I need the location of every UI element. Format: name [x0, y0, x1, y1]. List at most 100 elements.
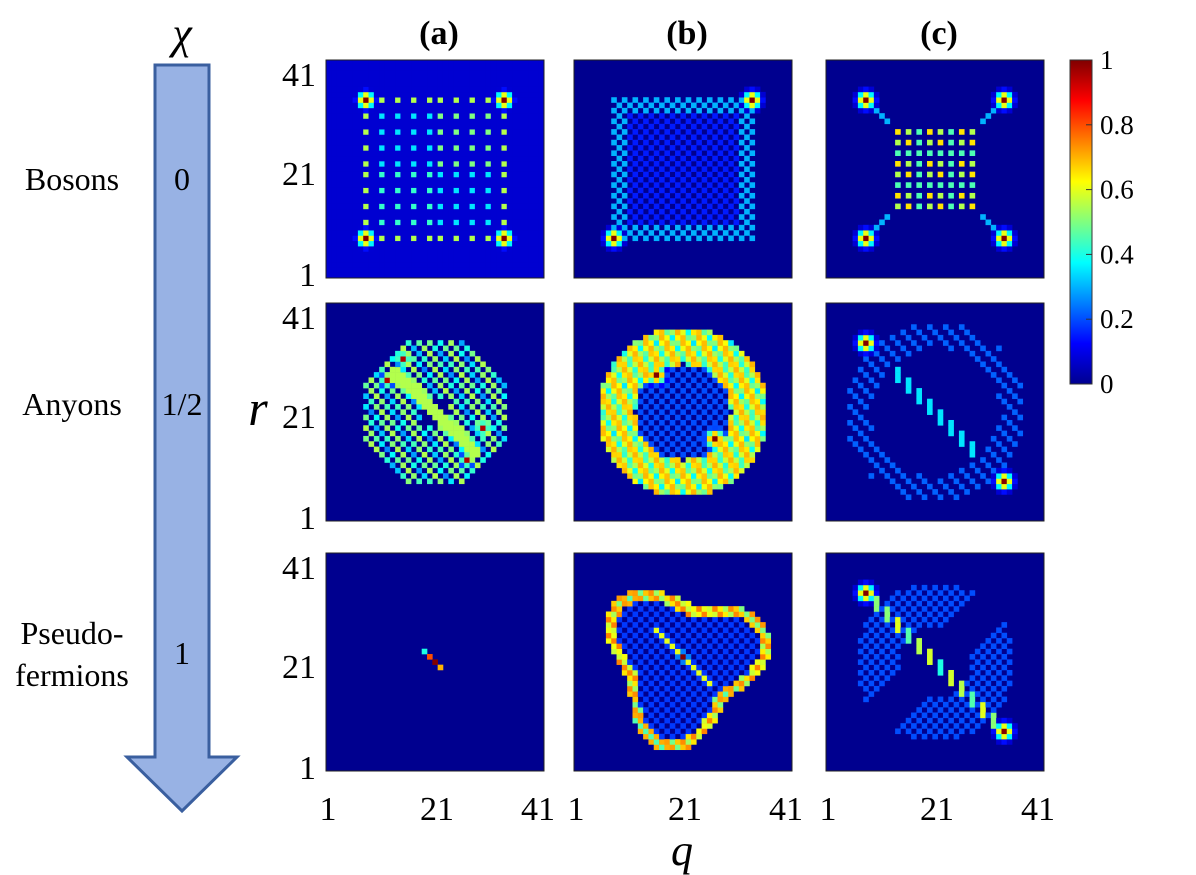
heatmap-cell [937, 171, 944, 178]
heatmap-cell [357, 192, 364, 199]
heatmap-cell [701, 102, 708, 109]
heatmap-cell [347, 134, 353, 141]
heatmap-cell [996, 361, 1002, 368]
heatmap-cell [1001, 86, 1008, 93]
heatmap-cell [480, 171, 486, 178]
heatmap-cell [621, 393, 628, 400]
heatmap-cell [538, 187, 545, 194]
heatmap-cell [868, 590, 875, 596]
heatmap-cell [384, 107, 391, 114]
heatmap-cell [373, 235, 380, 242]
heatmap-cell [990, 728, 997, 735]
heatmap-cell [469, 97, 476, 103]
heatmap-cell [685, 632, 692, 639]
heatmap-cell [533, 198, 539, 204]
heatmap-cell [701, 701, 708, 708]
heatmap-cell [733, 404, 740, 410]
heatmap-cell [744, 134, 750, 141]
heatmap-cell [357, 182, 364, 188]
heatmap-cell [373, 60, 380, 66]
heatmap-cell [653, 361, 660, 368]
heatmap-cell [474, 107, 481, 114]
heatmap-cell [712, 696, 718, 703]
heatmap-cell [685, 457, 692, 463]
heatmap-cell [442, 155, 449, 162]
heatmap-cell [458, 441, 465, 447]
heatmap-cell [421, 272, 428, 279]
heatmap-cell [648, 198, 655, 204]
heatmap-cell [432, 203, 438, 210]
heatmap-cell [347, 155, 353, 162]
heatmap-cell [347, 272, 353, 279]
heatmap-cell [411, 398, 417, 405]
heatmap-cell [326, 267, 332, 273]
heatmap-cell [442, 425, 449, 431]
heatmap-cell [458, 123, 465, 130]
heatmap-cell [538, 240, 545, 247]
heatmap-cell [621, 377, 628, 384]
heatmap-cell [948, 717, 954, 724]
heatmap-cell [664, 224, 671, 231]
heatmap-cell [948, 680, 954, 687]
heatmap-cell [474, 214, 481, 220]
heatmap-cell [733, 377, 740, 384]
heatmap-cell [416, 414, 423, 421]
heatmap-cell [384, 404, 391, 410]
heatmap-cell [437, 419, 444, 426]
heatmap-cell [442, 267, 449, 273]
heatmap-cell [643, 717, 649, 724]
heatmap-cell [937, 419, 944, 426]
heatmap-cell [458, 129, 465, 135]
heatmap-cell [400, 377, 407, 384]
heatmap-cell [664, 214, 671, 220]
heatmap-cell [605, 404, 612, 410]
heatmap-cell [522, 150, 529, 157]
heatmap-cell [480, 361, 486, 368]
heatmap-cell [448, 430, 454, 437]
heatmap-cell [717, 129, 724, 135]
heatmap-cell [669, 123, 676, 130]
heatmap-cell [400, 192, 407, 199]
heatmap-cell [474, 192, 481, 199]
heatmap-cell [512, 70, 518, 77]
heatmap-cell [643, 446, 649, 453]
heatmap-cell [680, 441, 686, 447]
heatmap-cell [611, 118, 617, 125]
heatmap-cell [749, 377, 756, 384]
heatmap-cell [712, 134, 718, 141]
heatmap-cell [352, 171, 359, 178]
heatmap-cell [916, 182, 923, 188]
heatmap-cell [453, 409, 460, 415]
heatmap-cell [416, 467, 423, 474]
heatmap-cell [659, 356, 665, 362]
heatmap-cell [326, 208, 332, 215]
heatmap-cell [696, 414, 702, 421]
heatmap-cell [421, 150, 428, 157]
heatmap-cell [421, 192, 428, 199]
heatmap-cell [754, 377, 761, 384]
heatmap-cell [458, 372, 465, 378]
heatmap-cell [905, 600, 912, 607]
heatmap-cell [653, 224, 660, 231]
heatmap-cell [416, 435, 423, 442]
heatmap-cell [927, 707, 933, 713]
heatmap-cell [395, 192, 401, 199]
heatmap-cell [852, 230, 859, 236]
heatmap-cell [480, 256, 486, 263]
heatmap-cell [754, 622, 761, 628]
heatmap-cell [701, 659, 708, 665]
heatmap-cell [611, 382, 617, 389]
heatmap-cell [442, 91, 449, 98]
heatmap-cell [706, 489, 713, 495]
colorbar-tick-label: 0.8 [1100, 110, 1134, 140]
heatmap-cell [528, 97, 534, 103]
heatmap-cell [442, 430, 449, 437]
heatmap-cell [448, 176, 454, 183]
heatmap-cell [733, 176, 740, 183]
heatmap-cell [653, 235, 660, 242]
heatmap-cell [675, 707, 681, 713]
heatmap-cell [379, 161, 385, 167]
heatmap-cell [512, 251, 518, 258]
heatmap-cell [1001, 430, 1008, 437]
heatmap-cell [341, 150, 348, 157]
